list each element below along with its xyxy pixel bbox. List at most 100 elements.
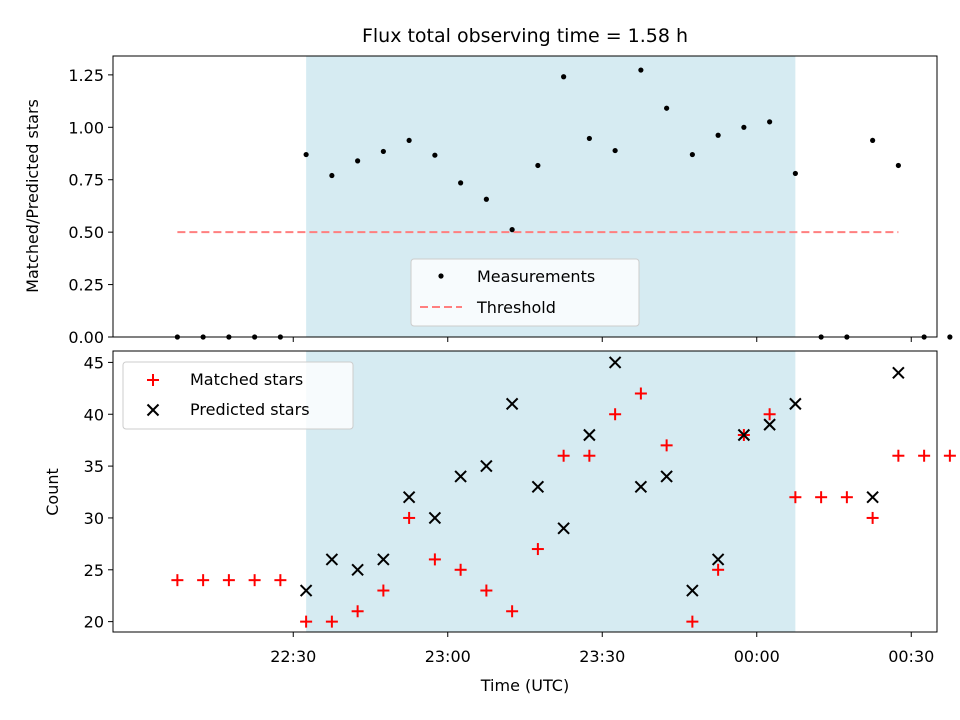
measurement-point: [509, 227, 515, 233]
predicted-star-stroke-b: [660, 470, 673, 483]
top-panel: 0.00 0.25 0.50 0.75 1.00 1.25 Measurements Thre…: [68, 55, 953, 347]
predicted-star-point: [377, 553, 390, 566]
matched-star-point: [866, 511, 879, 524]
bottom-y-tick-label: 25: [84, 561, 104, 580]
matched-star-point: [712, 563, 725, 576]
top-y-tick-label: 0.25: [68, 276, 104, 295]
predicted-star-point: [711, 553, 725, 566]
matched-star-point: [763, 408, 776, 421]
measurement-point: [612, 147, 618, 154]
predicted-star-stroke-b: [789, 397, 802, 411]
predicted-star-point: [634, 480, 648, 494]
predicted-star-point: [557, 522, 570, 535]
predicted-star-stroke-b: [866, 490, 879, 504]
predicted-star-stroke-b: [325, 553, 339, 566]
bottom-y-tick-label: 20: [84, 613, 104, 632]
x-tick-label: 00:00: [734, 647, 780, 666]
predicted-star-point: [454, 470, 467, 483]
predicted-star-point: [428, 511, 442, 525]
predicted-star-point: [789, 397, 802, 411]
predicted-star-stroke-b: [737, 428, 751, 442]
bottom-y-tick-label: 35: [84, 457, 104, 476]
predicted-star-point: [299, 584, 313, 597]
x-axis-label: Time (UTC): [480, 676, 569, 695]
predicted-star-point: [325, 553, 339, 566]
matched-star-point: [815, 491, 828, 504]
measurement-point: [689, 151, 695, 158]
matched-star-point: [531, 543, 544, 556]
predicted-star-point: [480, 459, 493, 473]
legend-matched-marker: [147, 374, 159, 386]
predicted-star-stroke-b: [351, 563, 364, 576]
matched-star-point: [892, 449, 905, 462]
top-y-tick-label: 0.00: [68, 328, 104, 347]
matched-star-point: [660, 439, 673, 452]
bottom-axes-frame: [112, 350, 938, 633]
measurement-point: [947, 334, 953, 340]
matched-star-point: [609, 408, 622, 421]
top-legend-box: [410, 258, 640, 327]
matched-star-point: [557, 449, 570, 462]
legend-predicted-marker: [146, 403, 160, 417]
measurement-point: [741, 124, 747, 130]
predicted-star-stroke-b: [480, 459, 493, 473]
top-y-tick-label: 0.50: [68, 223, 104, 242]
top-y-tick-label: 0.75: [68, 171, 104, 190]
bottom-legend-box: [122, 361, 354, 430]
measurement-point: [355, 158, 361, 164]
predicted-star-point: [763, 418, 776, 431]
predicted-star-stroke-b: [557, 522, 570, 535]
bottom-y-tick-label: 30: [84, 509, 104, 528]
measurement-point: [483, 196, 489, 202]
matched-star-point: [325, 615, 338, 628]
measurement-point: [586, 135, 592, 142]
bottom-panel: 20 25 30 35 40 45 22:30 23:00 23:30 00:00 00:30 Mat…: [84, 350, 956, 666]
matched-star-point: [686, 615, 699, 628]
matched-star-point: [789, 491, 802, 504]
predicted-star-point: [608, 356, 622, 369]
predicted-star-stroke-b: [377, 553, 390, 566]
matched-star-point: [840, 491, 853, 504]
measurement-point: [406, 137, 412, 144]
measurement-point: [715, 132, 721, 138]
measurement-point: [638, 67, 644, 73]
measurement-point: [432, 152, 438, 158]
top-axes-frame: [112, 55, 938, 338]
measurement-point: [664, 105, 670, 111]
matched-star-point: [454, 563, 467, 576]
measurement-point: [767, 119, 773, 125]
measurement-point: [303, 151, 309, 158]
measurement-point: [561, 74, 567, 80]
measurement-point: [380, 148, 386, 155]
matched-star-point: [377, 584, 390, 597]
predicted-star-point: [531, 480, 545, 494]
measurement-point: [792, 170, 798, 177]
matched-star-point: [171, 574, 184, 587]
predicted-star-stroke-b: [686, 584, 699, 597]
top-y-tick-label: 1.25: [68, 66, 104, 85]
predicted-star-point: [505, 397, 519, 411]
top-y-axis-label: Matched/Predicted stars: [23, 99, 42, 293]
measurement-point: [329, 172, 335, 179]
matched-star-point: [197, 574, 210, 587]
matched-star-point: [480, 584, 493, 597]
bottom-y-tick-label: 45: [84, 353, 104, 372]
x-tick-label: 22:30: [270, 647, 316, 666]
predicted-star-point: [866, 490, 879, 504]
predicted-star-point: [583, 428, 596, 442]
matched-star-point: [274, 574, 287, 587]
matched-star-point: [428, 553, 441, 566]
legend-predicted-label: Predicted stars: [190, 400, 310, 419]
top-y-tick-label: 1.00: [68, 118, 104, 137]
predicted-star-stroke-b: [428, 511, 442, 525]
bottom-y-tick-label: 40: [84, 405, 104, 424]
x-tick-label: 00:30: [888, 647, 934, 666]
matched-star-point: [583, 449, 596, 462]
predicted-star-stroke-b: [711, 553, 725, 566]
matched-star-point: [300, 615, 313, 628]
matched-star-point: [943, 449, 956, 462]
predicted-star-point: [686, 584, 699, 597]
predicted-star-stroke-b: [299, 584, 313, 597]
predicted-star-point: [402, 490, 416, 504]
